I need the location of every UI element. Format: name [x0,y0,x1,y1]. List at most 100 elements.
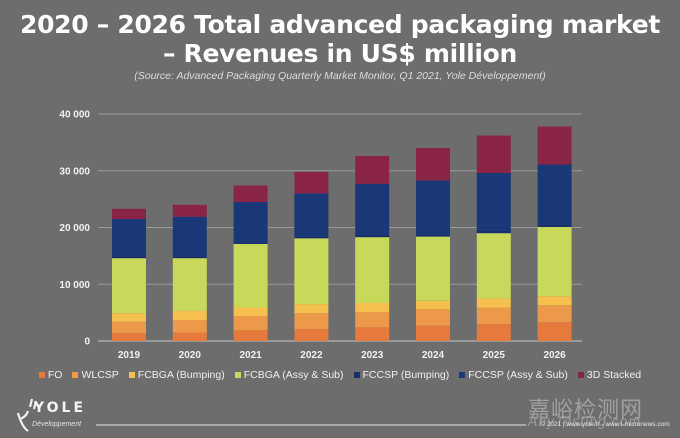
bar-segment-fccsp-bumping [476,230,511,234]
y-tick-label: 20 000 [59,223,90,234]
legend-label: FCBGA (Assy & Sub) [243,369,344,381]
yole-logo-icon [16,398,38,432]
legend-item: FO [38,369,63,381]
footer-divider [96,424,526,426]
bar-segment-3d-stacked [112,208,146,219]
legend-item: 3D Stacked [577,369,642,381]
footer-copyright: © 2021 | www.yole.fr - www.i-micronews.c… [540,421,670,428]
bar-segment-fo [294,329,329,341]
bar-segment-wlcsp [355,312,390,328]
legend-label: 3D Stacked [586,369,642,381]
watermark-cn: 嘉峪检测网 [528,398,644,423]
bar-stack-2024 [416,148,450,341]
y-tick-label: 40 000 [59,110,90,121]
legend-label: FCCSP (Bumping) [362,369,450,381]
bar-segment-fccsp-bumping [172,256,207,259]
bar-segment-fccsp-bumping [233,242,268,244]
bar-segment-fccsp-bumping [294,236,329,239]
bar-segment-fccsp-assy-sub [416,180,450,235]
chart-title-line-2: – Revenues in US$ million [162,39,518,68]
x-tick-label: 2020 [179,350,202,361]
legend-swatch [577,372,584,378]
bar-segment-3d-stacked [233,185,268,202]
legend-swatch [128,372,135,378]
bar-segment-wlcsp [476,307,511,324]
bar-segment-fccsp-assy-sub [476,173,511,231]
bar-segment-fcbga-assy-sub [112,258,146,314]
bar-segment-3d-stacked [172,204,207,217]
bar-segment-wlcsp [537,305,572,323]
legend-item: FCBGA (Bumping) [128,369,225,381]
legend-swatch [459,372,466,378]
bar-segment-fccsp-assy-sub [233,201,268,243]
legend: FO WLCSP FCBGA (Bumping) FCBGA (Assy & Sub)… [0,369,680,381]
bars [112,126,572,341]
bar-segment-fcbga-assy-sub [355,237,390,303]
bar-segment-fccsp-assy-sub [355,183,390,235]
x-tick-label: 2022 [300,350,323,361]
logo-subtitle: Développement [32,421,82,428]
bar-stack-2022 [294,171,329,341]
bar-segment-3d-stacked [416,148,450,181]
bar-segment-fccsp-bumping [112,256,146,259]
bar-segment-fo [476,323,511,341]
bar-segment-fcbga-bumping [112,313,146,322]
legend-label: WLCSP [81,369,119,381]
x-tick-label: 2023 [361,350,384,361]
legend-label: FCCSP (Assy & Sub) [468,369,568,381]
bar-segment-fo [112,333,146,341]
x-axis-ticks: 2019 2020 2021 2022 2023 2024 2025 2026 [118,350,566,361]
y-tick-label: 0 [84,337,90,348]
bar-segment-fcbga-bumping [355,302,390,313]
logo-name: YOLE [34,400,87,416]
bar-segment-wlcsp [233,316,268,331]
bar-stack-2026 [537,126,572,341]
bar-segment-fo [355,327,390,341]
bar-segment-fccsp-bumping [416,234,450,237]
legend-swatch [72,372,79,378]
bar-stack-2021 [233,185,268,341]
bar-segment-fcbga-bumping [233,307,268,317]
chart-subtitle: (Source: Advanced Packaging Quarterly Ma… [134,70,546,82]
bar-segment-fcbga-bumping [476,298,511,308]
bar-segment-fcbga-bumping [172,310,207,321]
x-tick-label: 2021 [239,350,262,361]
bar-segment-fo [537,322,572,341]
y-tick-label: 10 000 [59,280,90,291]
bar-segment-fccsp-assy-sub [537,164,572,225]
bar-segment-wlcsp [172,320,207,333]
bar-segment-wlcsp [416,309,450,326]
bar-segment-fo [172,332,207,341]
legend-item: WLCSP [72,369,119,381]
legend-label: FO [47,369,63,381]
bar-segment-3d-stacked [537,126,572,165]
bar-stack-2023 [355,155,390,341]
bar-segment-fo [416,325,450,341]
bar-segment-3d-stacked [294,171,329,194]
bar-segment-fccsp-bumping [355,234,390,238]
legend-swatch [38,372,45,378]
bar-segment-fccsp-bumping [537,224,572,227]
bar-segment-wlcsp [294,313,329,330]
legend-item: FCCSP (Assy & Sub) [459,369,568,381]
chart-title: 2020 – 2026 Total advanced packaging mar… [0,10,680,68]
bar-segment-3d-stacked [476,135,511,174]
bar-segment-fccsp-assy-sub [294,193,329,237]
y-tick-label: 30 000 [59,166,90,177]
bar-stack-2020 [172,204,207,341]
bar-segment-fccsp-assy-sub [112,218,146,257]
bar-segment-fcbga-assy-sub [233,243,268,308]
x-tick-label: 2024 [422,350,445,361]
bar-segment-fcbga-bumping [537,296,572,306]
bar-stack-2025 [476,135,511,341]
bar-segment-fcbga-assy-sub [416,236,450,301]
y-axis-ticks: 0 10 000 20 000 30 000 40 000 [59,110,90,348]
legend-swatch [234,372,241,378]
bar-segment-3d-stacked [355,155,390,184]
bar-segment-fcbga-assy-sub [537,226,572,297]
legend-item: FCCSP (Bumping) [353,369,450,381]
bar-stack-2019 [112,208,146,341]
x-tick-label: 2019 [118,350,141,361]
bar-segment-fcbga-assy-sub [172,258,207,311]
